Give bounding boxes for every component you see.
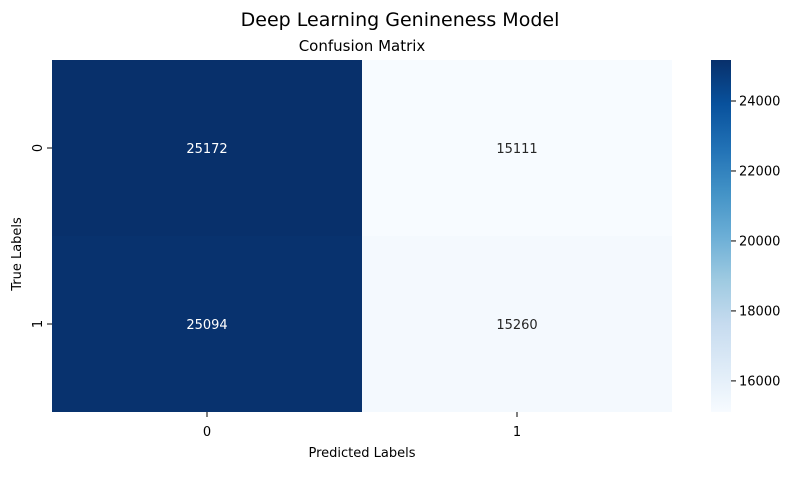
colorbar-tick-label: 22000 [739, 164, 780, 179]
x-tick-label: 1 [513, 425, 521, 440]
chart-title: Confusion Matrix [299, 37, 426, 55]
y-axis: 01 [31, 144, 52, 328]
x-axis-label: Predicted Labels [308, 446, 415, 461]
colorbar-tick-label: 24000 [739, 95, 780, 110]
y-axis-label: True Labels [10, 217, 25, 292]
x-tick-label: 0 [203, 425, 211, 440]
heatmap-cells [52, 60, 672, 412]
heatmap-cell [52, 236, 362, 412]
colorbar [711, 60, 731, 412]
y-tick-label: 0 [31, 144, 46, 152]
cell-value-label: 25094 [186, 318, 227, 333]
colorbar-tick-label: 16000 [739, 374, 780, 389]
figure-suptitle: Deep Learning Genineness Model [241, 9, 560, 31]
heatmap-cell [362, 236, 672, 412]
heatmap-cell [362, 60, 672, 236]
heatmap-cell [52, 60, 362, 236]
heatmap-cell-labels: 25172 15111 25094 15260 [186, 142, 537, 333]
colorbar-tick-label: 20000 [739, 234, 780, 249]
colorbar-tick-label: 18000 [739, 304, 780, 319]
colorbar-ticks: 16000 18000 20000 22000 24000 [731, 95, 780, 389]
cell-value-label: 15111 [496, 142, 537, 157]
cell-value-label: 25172 [186, 142, 227, 157]
y-tick-label: 1 [31, 320, 46, 328]
cell-value-label: 15260 [496, 318, 537, 333]
